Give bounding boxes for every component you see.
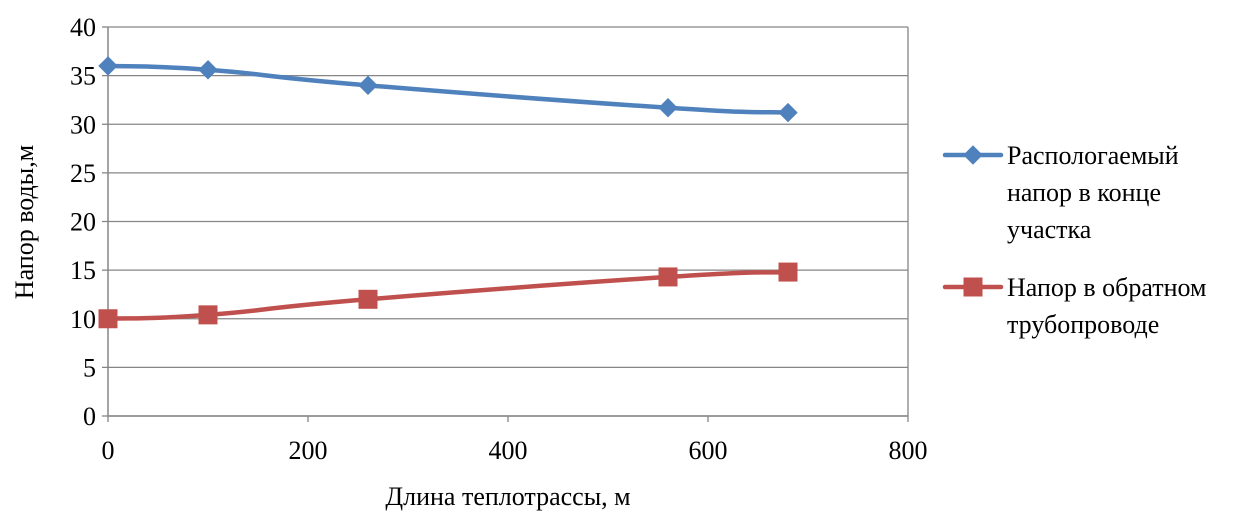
series-0-point-3: [658, 98, 678, 118]
series-line-1: [105, 269, 791, 321]
y-tick-label-5: 25: [70, 159, 96, 188]
series-0-point-0: [98, 56, 118, 76]
series-1-point-2: [358, 289, 378, 309]
y-tick-label-8: 40: [70, 13, 96, 42]
y-axis-title: Напор воды,м: [10, 145, 39, 299]
series-lines: [98, 56, 798, 329]
y-tick-label-6: 30: [70, 110, 96, 139]
x-tick-label-1: 200: [289, 436, 328, 465]
series-1-point-1: [198, 305, 218, 325]
legend-marker-1: [963, 277, 983, 297]
x-tick-label-4: 800: [889, 436, 928, 465]
y-tick-label-3: 15: [70, 256, 96, 285]
y-tick-label-1: 5: [83, 353, 96, 382]
series-1-point-4: [778, 262, 798, 282]
legend: Распологаемый напор в конце участка Напор в…: [942, 141, 1207, 339]
series-0-point-4: [778, 102, 798, 123]
y-tick-label-2: 10: [70, 305, 96, 334]
y-tick-label-0: 0: [83, 402, 96, 431]
grid-lines: [108, 26, 908, 417]
y-tick-label-4: 20: [70, 208, 96, 237]
y-tick-label-7: 35: [70, 62, 96, 91]
series-1-point-3: [658, 267, 678, 287]
legend-label-1: Напор в обратном трубопроводе: [1007, 273, 1207, 339]
x-tick-label-3: 600: [689, 436, 728, 465]
legend-marker-0: [963, 145, 983, 165]
series-0-point-2: [358, 75, 378, 96]
x-tick-label-0: 0: [102, 436, 115, 465]
series-1-point-0: [98, 309, 118, 329]
axes: [102, 26, 909, 422]
x-axis-title: Длина теплотрассы, м: [385, 482, 630, 511]
x-tick-label-2: 400: [489, 436, 528, 465]
series-line-0: [105, 63, 791, 115]
series-0-point-1: [198, 60, 218, 80]
legend-label-0: Распологаемый напор в конце участка: [1007, 141, 1179, 244]
